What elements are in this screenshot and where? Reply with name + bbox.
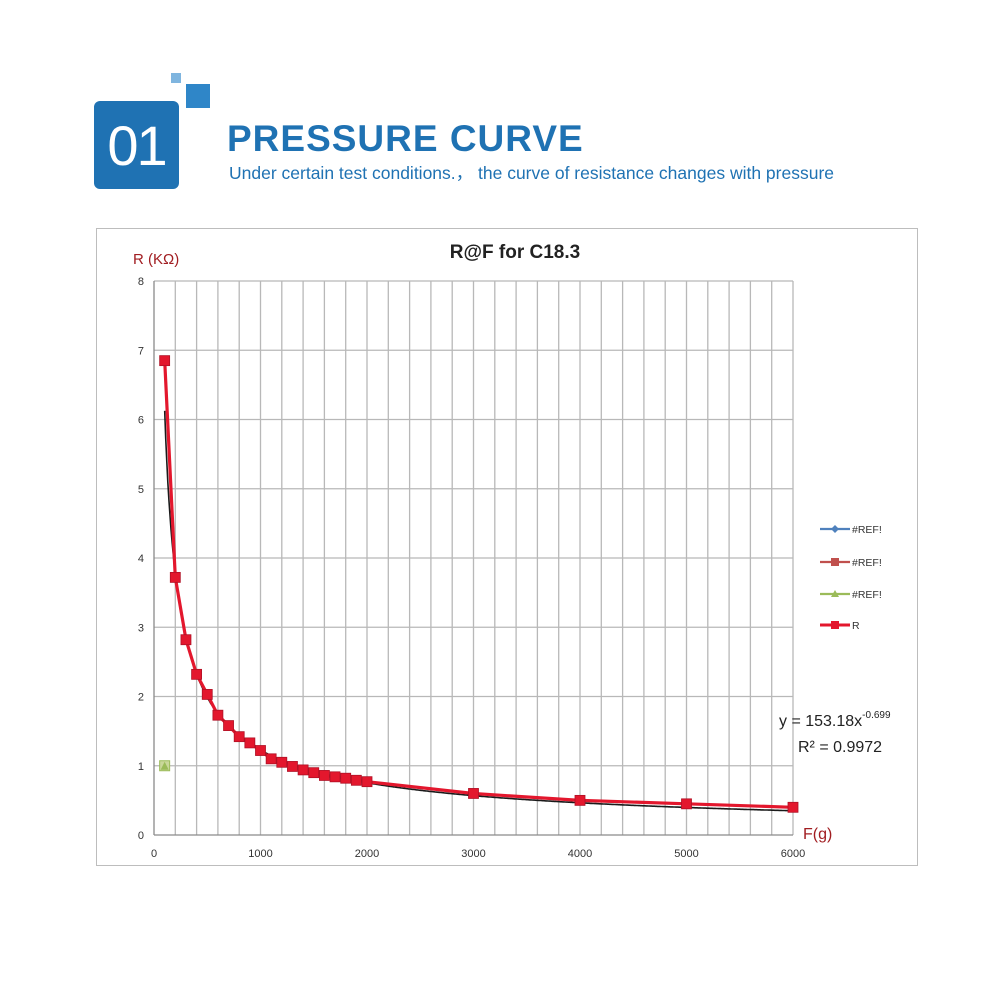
y-tick-label: 2 — [138, 692, 144, 704]
legend-marker-diamond — [831, 525, 839, 533]
x-axis-label: F(g) — [803, 826, 832, 843]
page-title: PRESSURE CURVE — [227, 118, 584, 159]
series-r-point — [212, 709, 224, 721]
series-r-point — [340, 772, 352, 784]
y-tick-label: 4 — [138, 553, 144, 565]
series-r-point — [265, 753, 277, 765]
chart-legend: #REF! #REF! #REF! R — [820, 524, 882, 632]
series-r-point — [191, 668, 202, 680]
chart-marks — [159, 355, 799, 813]
series-r-point — [169, 571, 181, 583]
legend-label: #REF! — [852, 557, 882, 569]
y-tick-label: 1 — [138, 761, 144, 773]
series-r-point — [574, 794, 586, 806]
series-r-point — [787, 801, 799, 813]
legend-label: #REF! — [852, 524, 882, 536]
series-r-point — [276, 756, 288, 768]
x-tick-label: 2000 — [355, 848, 379, 860]
chart-grid — [154, 280, 794, 835]
trendline-equation: y = 153.18x-0.699 — [779, 710, 891, 730]
chart-tick-labels: 0 1 2 3 4 5 6 7 8 0 1000 2000 3000 4000 5000 6000 — [138, 276, 805, 860]
y-tick-label: 5 — [138, 484, 144, 496]
y-tick-label: 0 — [138, 830, 144, 842]
legend-item: #REF! — [820, 557, 882, 569]
series-r-point — [350, 774, 362, 786]
series-r-point — [223, 720, 234, 731]
series-r-point — [468, 788, 479, 799]
series-r-point — [255, 745, 266, 756]
y-axis-label: R (KΩ) — [133, 251, 179, 268]
chart-title: R@F for C18.3 — [450, 242, 580, 263]
series-r-point — [361, 776, 373, 788]
trendline-r-squared: R² = 0.9972 — [798, 739, 882, 756]
series-r-point — [329, 771, 341, 783]
series-r-point — [233, 731, 245, 743]
y-tick-label: 7 — [138, 345, 144, 357]
legend-label: #REF! — [852, 589, 882, 601]
trendline-equation-main: y = 153.18x — [779, 713, 862, 730]
series-ref3-point — [160, 761, 169, 770]
legend-item: #REF! — [820, 589, 882, 601]
series-r-point — [308, 767, 320, 779]
legend-marker-square — [831, 621, 839, 629]
x-tick-label: 1000 — [248, 848, 272, 860]
y-tick-label: 6 — [138, 415, 144, 427]
series-r-point — [318, 770, 330, 781]
y-tick-label: 3 — [138, 622, 144, 634]
trendline-equation-exponent: -0.699 — [862, 710, 891, 721]
legend-item: #REF! — [820, 524, 882, 536]
legend-item: R — [820, 620, 860, 632]
x-tick-label: 5000 — [674, 848, 698, 860]
page-subtitle: Under certain test conditions.， the curv… — [229, 163, 835, 183]
decorative-square-large — [186, 84, 210, 108]
series-r-point — [287, 761, 298, 772]
legend-label: R — [852, 620, 860, 632]
x-tick-label: 6000 — [781, 848, 805, 860]
chart-axes — [153, 281, 793, 836]
x-tick-label: 3000 — [461, 848, 485, 860]
series-r-point — [201, 689, 213, 700]
decorative-square-small — [171, 73, 181, 83]
pressure-curve-chart: 0 1 2 3 4 5 6 7 8 0 1000 2000 3000 4000 5000 6000 #REF!… — [96, 228, 918, 866]
chart-frame — [96, 228, 918, 866]
series-r-point — [681, 798, 692, 810]
series-r-point — [297, 764, 309, 776]
series-r-point — [159, 355, 171, 367]
series-r-point — [244, 737, 256, 749]
section-number-badge: 01 — [94, 101, 179, 189]
series-r-point — [180, 634, 192, 646]
y-tick-label: 8 — [138, 276, 144, 288]
legend-marker-triangle — [831, 590, 839, 597]
legend-marker-square — [831, 558, 839, 566]
x-tick-label: 0 — [151, 848, 157, 860]
x-tick-label: 4000 — [568, 848, 592, 860]
